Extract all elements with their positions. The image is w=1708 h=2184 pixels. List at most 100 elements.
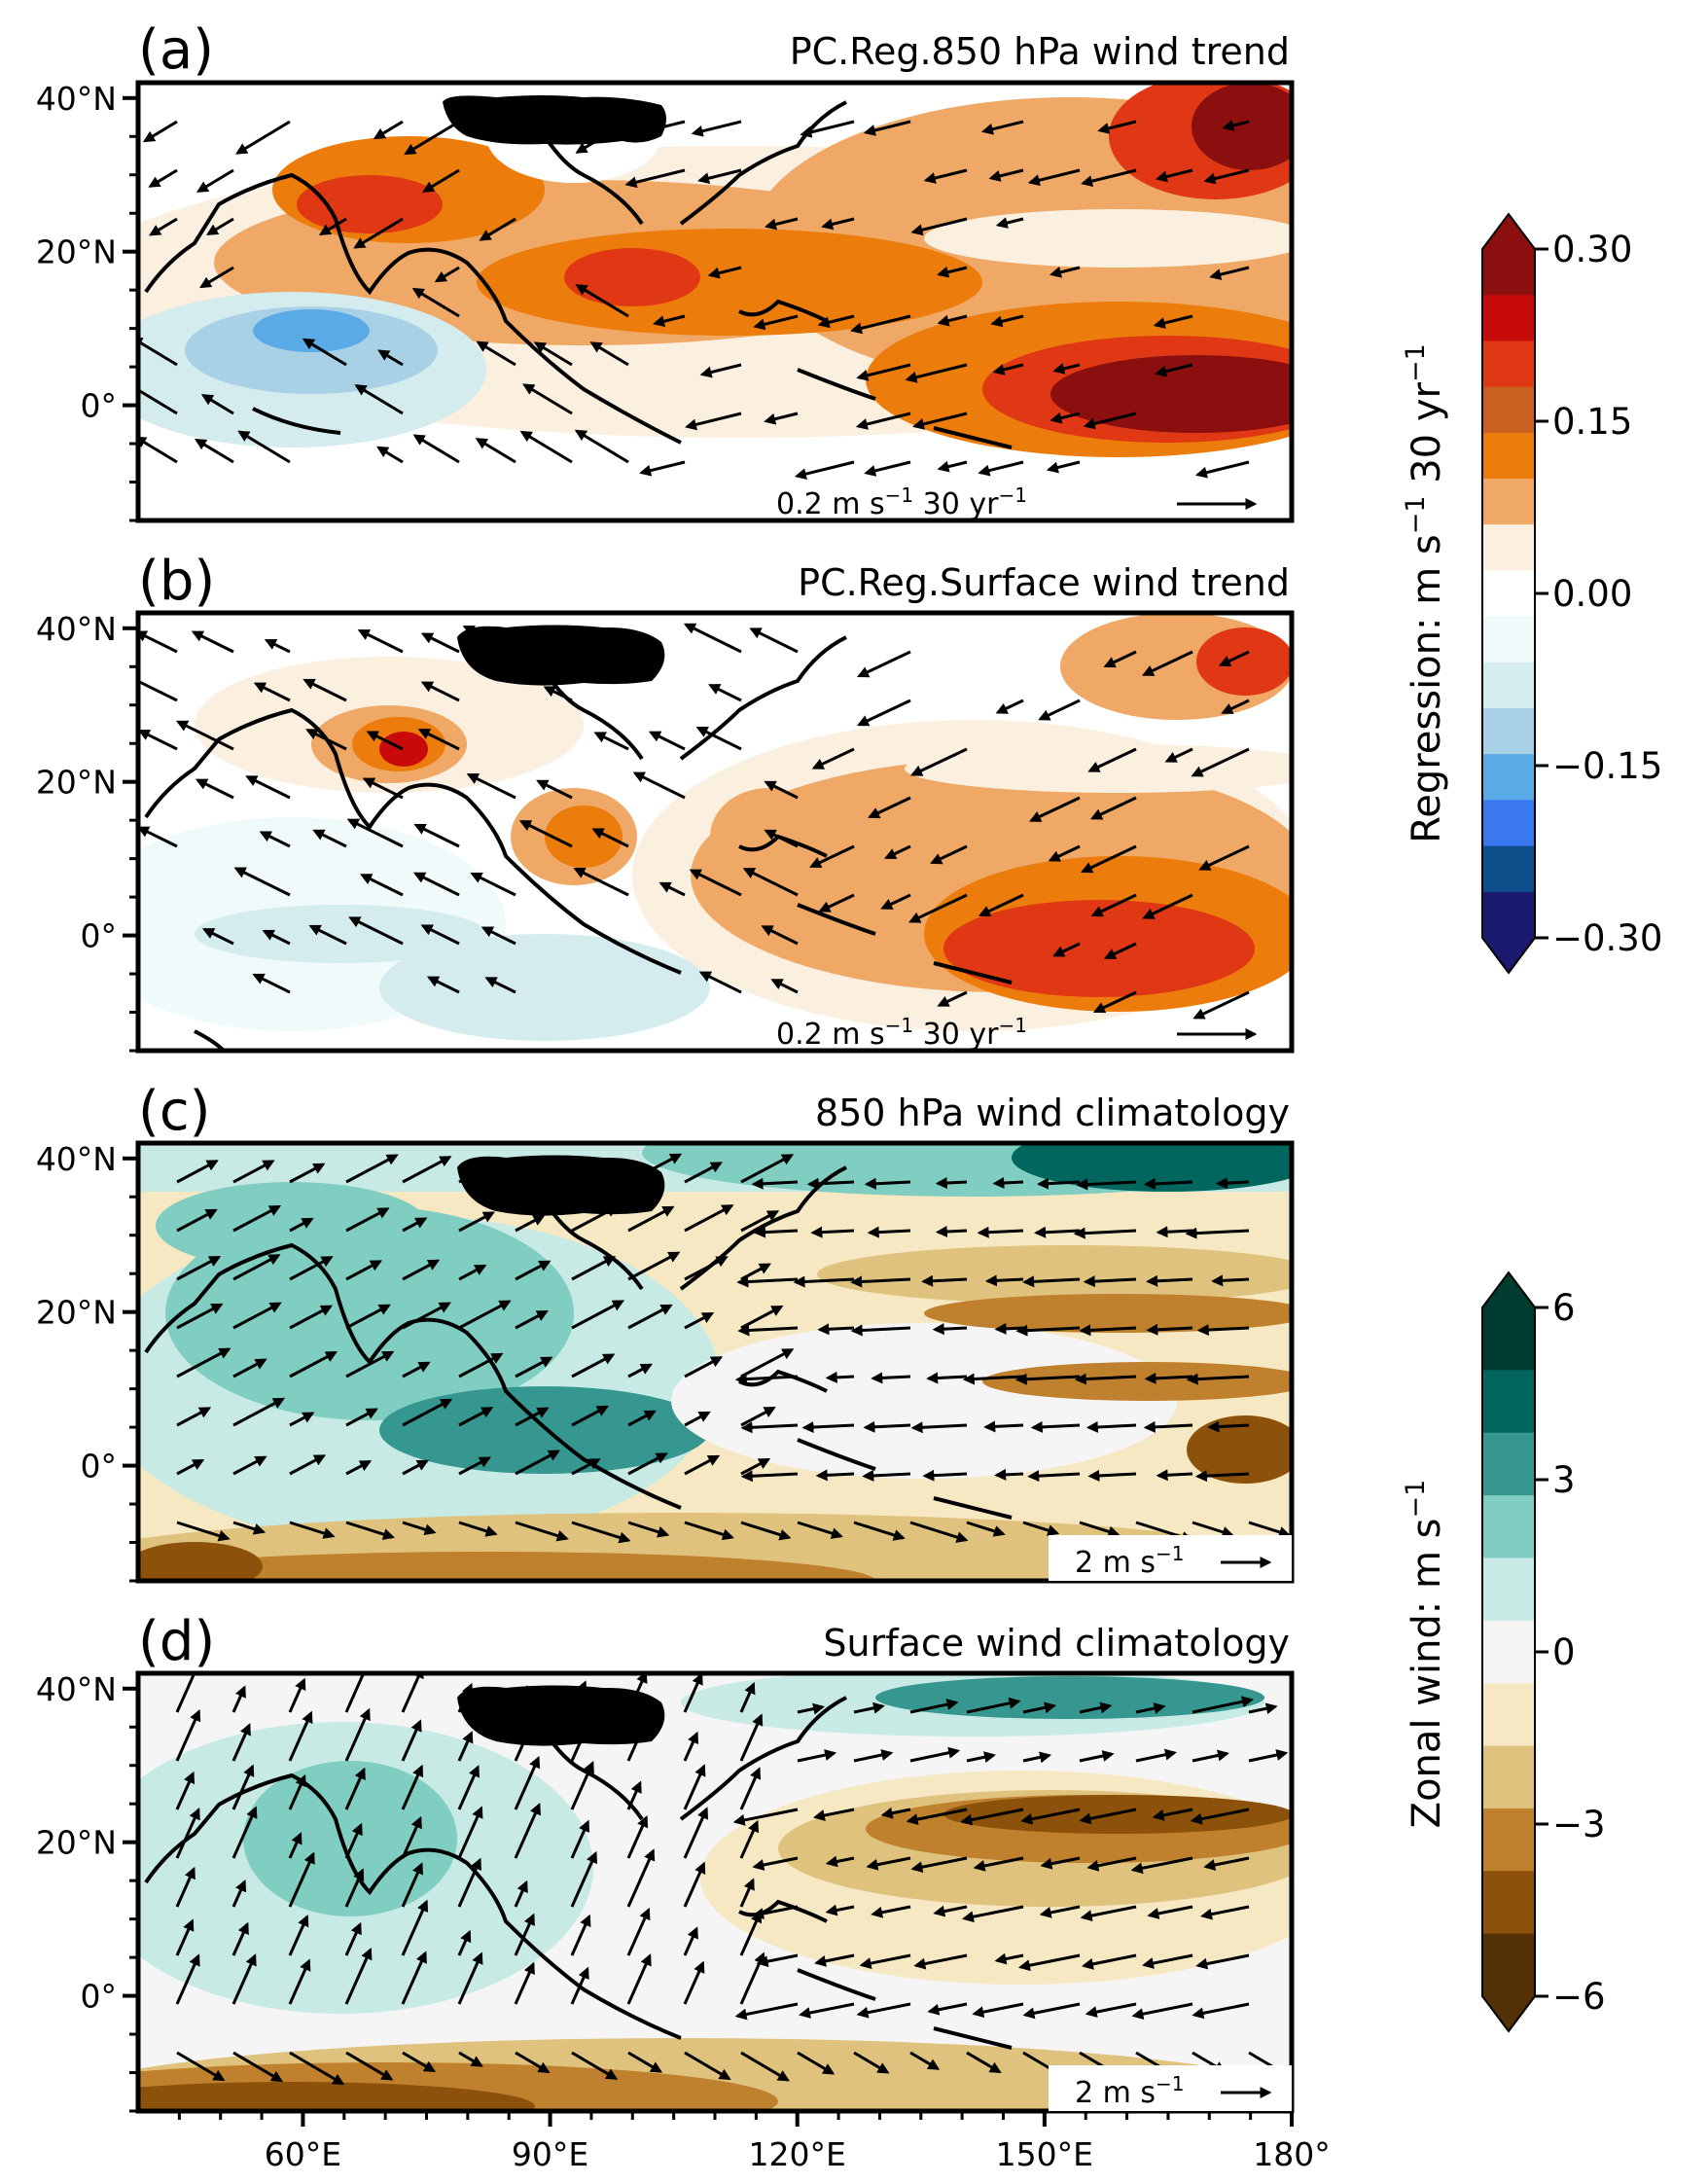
wind-vector	[1048, 844, 1081, 862]
colorbar-block	[1482, 1557, 1535, 1622]
wind-vector	[302, 338, 347, 367]
panel-a-vector-key: 0.2 m s−1 30 yr−1	[776, 483, 1027, 521]
wind-vector	[417, 728, 460, 751]
wind-vector	[231, 1879, 247, 1908]
colorbar-block	[1482, 662, 1535, 709]
wind-vector	[683, 1960, 705, 2005]
wind-vector	[739, 1767, 762, 1810]
colorbar-block	[1482, 800, 1535, 847]
y-tick-label: 40°N	[36, 610, 117, 648]
wind-vector	[1130, 1856, 1193, 1875]
wind-vector	[1079, 1808, 1137, 1825]
wind-vector	[864, 460, 911, 477]
wind-vector	[811, 747, 855, 770]
wind-vector	[683, 1861, 706, 1908]
wind-vector	[740, 1305, 784, 1330]
wind-vector	[653, 314, 686, 328]
wind-vector	[1196, 1324, 1250, 1337]
wind-vector	[198, 266, 234, 289]
wind-vector	[1079, 1324, 1137, 1337]
wind-vector	[231, 1921, 249, 1956]
wind-vector	[149, 217, 178, 236]
wind-vector	[232, 1204, 282, 1233]
wind-vector	[175, 1673, 196, 1713]
wind-vector	[736, 1275, 799, 1288]
wind-vector	[571, 1205, 619, 1233]
wind-vector	[626, 1815, 649, 1859]
wind-vector	[413, 823, 460, 848]
wind-vector	[1080, 1905, 1137, 1922]
wind-vector	[962, 1373, 1024, 1385]
wind-vector	[867, 1226, 911, 1238]
wind-vector	[740, 1470, 799, 1483]
wind-vector	[458, 1165, 489, 1184]
wind-vector	[457, 1857, 481, 1908]
wind-vector	[994, 1952, 1024, 1965]
panel-b-title: PC.Reg.Surface wind trend	[798, 561, 1290, 604]
wind-vector	[1155, 168, 1193, 183]
wind-vector	[683, 1673, 703, 1713]
wind-vector	[232, 1302, 282, 1330]
wind-vector	[344, 1868, 365, 1908]
wind-vector	[476, 340, 516, 367]
wind-vector	[289, 1217, 314, 1233]
wind-vector	[376, 446, 404, 464]
wind-vector	[1156, 1469, 1193, 1482]
wind-vector	[412, 872, 460, 897]
wind-vector	[1073, 1227, 1137, 1239]
wind-vector	[994, 1322, 1024, 1335]
wind-vector	[1164, 747, 1193, 763]
wind-vector	[344, 1707, 371, 1762]
wind-vector	[1185, 1227, 1250, 1239]
wind-vector	[810, 1226, 855, 1238]
wind-vector	[923, 168, 968, 184]
wind-vector	[176, 1255, 222, 1281]
wind-vector	[1203, 1856, 1250, 1871]
wind-vector	[689, 869, 742, 897]
wind-vector	[1049, 266, 1081, 278]
wind-vector	[642, 120, 686, 135]
wind-vector	[231, 1806, 258, 1859]
wind-vector	[570, 1680, 587, 1713]
wind-vector	[932, 1323, 968, 1336]
wind-vector	[818, 893, 855, 913]
wind-vector	[353, 217, 404, 249]
wind-vector	[906, 1808, 968, 1825]
colorbar-block	[1482, 1745, 1535, 1809]
wind-vector	[1103, 650, 1137, 668]
wind-vector	[357, 628, 404, 654]
wind-vector	[1135, 1702, 1166, 1714]
wind-vector	[288, 1958, 311, 2005]
wind-vector	[850, 314, 911, 335]
wind-vector	[817, 314, 855, 329]
wind-vector	[684, 1204, 734, 1233]
wind-vector	[196, 168, 234, 193]
wind-vector	[627, 1304, 673, 1330]
colorbar-extend-bottom	[1482, 1996, 1535, 2031]
wind-vector	[289, 1256, 334, 1281]
wind-vector	[402, 1361, 431, 1378]
wind-vector	[684, 412, 742, 431]
wind-vector	[1146, 1274, 1193, 1287]
y-tick-label: 20°N	[36, 764, 117, 802]
wind-vector	[684, 1411, 711, 1427]
wind-vector	[908, 893, 968, 923]
wind-vector	[138, 388, 178, 415]
wind-vector	[458, 1521, 498, 1537]
wind-vector	[1103, 942, 1137, 959]
wind-vector	[930, 844, 968, 865]
colorbar-block	[1482, 1808, 1535, 1872]
wind-vector	[756, 1953, 799, 1968]
panel-a-title: PC.Reg.850 hPa wind trend	[790, 30, 1290, 73]
wind-vector	[176, 1303, 224, 1330]
wind-vector	[1142, 893, 1193, 919]
colorbar-tick-label: 6	[1552, 1287, 1576, 1329]
wind-vector	[1014, 1373, 1081, 1385]
wind-vector	[684, 1521, 734, 1541]
wind-vector	[684, 1311, 715, 1330]
wind-vector	[1248, 1521, 1292, 1538]
wind-vector	[626, 1704, 655, 1762]
wind-vector	[142, 120, 178, 143]
wind-vector	[1153, 314, 1193, 329]
panel-c-field	[138, 1143, 1292, 1581]
